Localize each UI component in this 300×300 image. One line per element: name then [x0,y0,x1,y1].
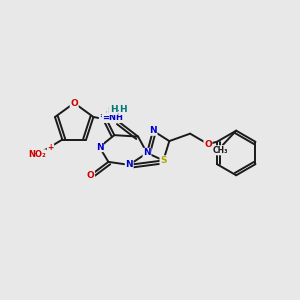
Text: NO₂: NO₂ [28,150,46,159]
Text: N: N [125,160,133,169]
Text: O: O [204,140,212,148]
Text: O: O [70,98,78,107]
Text: O: O [87,171,94,180]
Text: N: N [143,148,151,158]
Text: =NH: =NH [99,111,120,120]
Text: +: + [47,142,54,152]
Text: H: H [113,107,121,116]
Text: H: H [107,107,115,116]
Text: H: H [119,105,127,114]
Text: N: N [149,126,157,135]
Text: =NH: =NH [102,113,123,122]
Text: N: N [96,142,103,152]
Text: H: H [110,105,117,114]
Text: S: S [160,156,167,165]
Text: CH₃: CH₃ [213,146,228,155]
